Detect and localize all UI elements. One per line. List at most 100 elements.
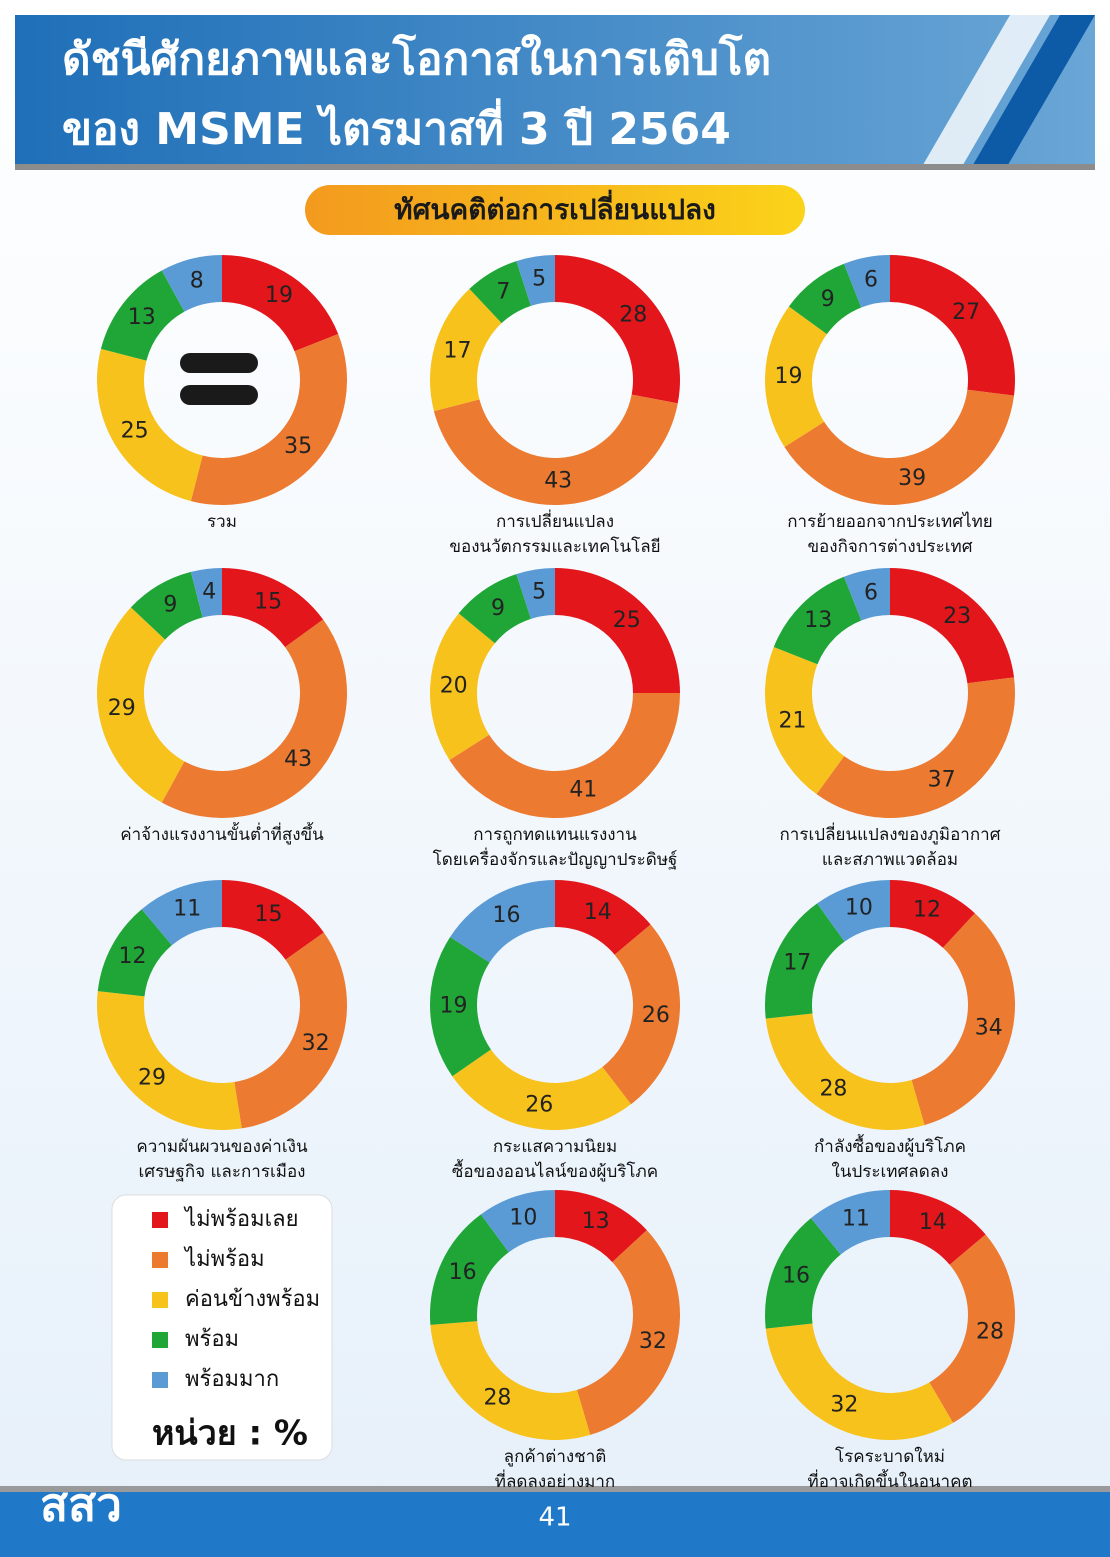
value-label: 8: [190, 269, 204, 294]
page-number: 41: [538, 1503, 571, 1533]
subtitle-pill: [305, 185, 805, 235]
donut-segment: [555, 568, 680, 693]
legend-label: ค่อนข้างพร้อม: [185, 1287, 320, 1312]
stripe: [970, 15, 1095, 170]
chart-caption: การถูกทดแทนแรงงาน: [473, 825, 637, 845]
legend-label: ไม่พร้อม: [183, 1246, 265, 1272]
value-label: 4: [202, 579, 216, 604]
value-label: 41: [569, 777, 597, 802]
chart-caption: เศรษฐกิจ และการเมือง: [139, 1162, 306, 1182]
value-label: 28: [619, 302, 647, 327]
value-label: 16: [782, 1264, 810, 1289]
chart-caption: การเปลี่ยนแปลงของภูมิอากาศ: [780, 822, 1001, 845]
chart-caption: การเปลี่ยนแปลง: [496, 509, 614, 532]
donut-segment: [458, 574, 531, 644]
title-line: ของ MSME ไตรมาสที่ 3 ปี 2564: [62, 98, 731, 155]
donut-segment: [141, 880, 222, 946]
value-label: 20: [440, 674, 468, 699]
donut-segment: [96, 348, 203, 502]
donut-segment: [469, 261, 531, 324]
value-label: 43: [544, 468, 572, 493]
donut-segment: [810, 1190, 890, 1255]
equal-icon: [180, 385, 258, 405]
donut-segment: [555, 1190, 647, 1263]
chart-caption: กำลังซื้อของผู้บริโภค: [814, 1134, 966, 1157]
value-label: 34: [975, 1015, 1003, 1040]
donut-segment: [161, 255, 222, 312]
value-label: 10: [509, 1206, 537, 1231]
donut-segment: [433, 394, 678, 506]
donut-segment: [890, 1190, 986, 1265]
logo: สสว: [40, 1478, 122, 1532]
chart-caption: ของนวัตกรรมและเทคโนโลยี: [449, 536, 660, 557]
value-label: 16: [449, 1260, 477, 1285]
value-label: 32: [639, 1329, 667, 1354]
value-label: 17: [783, 951, 811, 976]
value-label: 43: [284, 747, 312, 772]
donut-segment: [222, 880, 324, 960]
donut-segment: [765, 1323, 954, 1440]
chart-caption: และสภาพแวดล้อม: [822, 850, 958, 870]
legend-swatch: [152, 1212, 168, 1228]
donut-segment: [130, 571, 203, 640]
value-label: 10: [845, 895, 873, 920]
chart-caption: ที่ลดลงอย่างมาก: [495, 1469, 615, 1492]
donut-segment: [97, 909, 172, 997]
value-label: 14: [919, 1210, 947, 1235]
chart-caption: ของกิจการต่างประเทศ: [807, 537, 972, 557]
donut-segment: [190, 568, 222, 618]
value-label: 21: [779, 708, 807, 733]
donut-segment: [222, 568, 324, 648]
chart-caption: การย้ายออกจากประเทศไทย: [787, 511, 993, 532]
value-label: 15: [255, 902, 283, 927]
donut-segment: [817, 880, 890, 942]
donut-segment: [430, 613, 495, 760]
value-label: 9: [491, 596, 505, 621]
donut-segment: [450, 880, 555, 963]
value-label: 23: [943, 604, 971, 629]
chart-caption: ค่าจ้างแรงงานขั้นต่ำที่สูงขึ้น: [120, 822, 324, 845]
donut-segment: [890, 568, 1015, 684]
value-label: 35: [284, 434, 312, 459]
donut-segment: [100, 270, 185, 361]
value-label: 16: [493, 903, 521, 928]
value-label: 29: [108, 696, 136, 721]
banner: [15, 15, 1095, 170]
value-label: 5: [532, 267, 546, 292]
donut-segment: [430, 288, 502, 412]
value-label: 5: [532, 580, 546, 605]
value-label: 39: [898, 466, 926, 491]
value-label: 28: [819, 1076, 847, 1101]
unit-label: หน่วย : %: [152, 1414, 308, 1454]
chart-caption: ในประเทศลดลง: [832, 1161, 949, 1182]
donut-segment: [190, 333, 347, 505]
donut-segment: [788, 263, 862, 335]
footer-rule: [0, 1486, 1110, 1492]
chart-caption: โรคระบาดใหม่: [835, 1446, 945, 1467]
value-label: 15: [254, 590, 282, 615]
donut-segment: [97, 991, 242, 1130]
chart-caption: ความผันผวนของค่าเงิน: [136, 1137, 308, 1157]
donut-segment: [430, 1321, 591, 1440]
donut-segment: [764, 646, 845, 795]
value-label: 19: [265, 283, 293, 308]
donut-segment: [555, 880, 651, 955]
legend-label: พร้อม: [185, 1327, 239, 1352]
value-label: 6: [864, 267, 878, 292]
value-label: 6: [864, 580, 878, 605]
legend-swatch: [152, 1372, 168, 1388]
footer-bar: [0, 1492, 1110, 1557]
title-line: ดัชนีศักยภาพและโอกาสในการเติบโต: [62, 32, 771, 85]
value-label: 26: [525, 1092, 553, 1117]
donut-segment: [843, 255, 890, 308]
value-label: 28: [976, 1319, 1004, 1344]
value-label: 12: [913, 897, 941, 922]
value-label: 29: [138, 1065, 166, 1090]
donut-segment: [890, 880, 975, 948]
subtitle: ทัศนคติต่อการเปลี่ยนแปลง: [394, 189, 716, 226]
value-label: 25: [121, 419, 149, 444]
donut-segment: [222, 255, 339, 352]
donut-segment: [764, 306, 827, 447]
value-label: 19: [440, 994, 468, 1019]
